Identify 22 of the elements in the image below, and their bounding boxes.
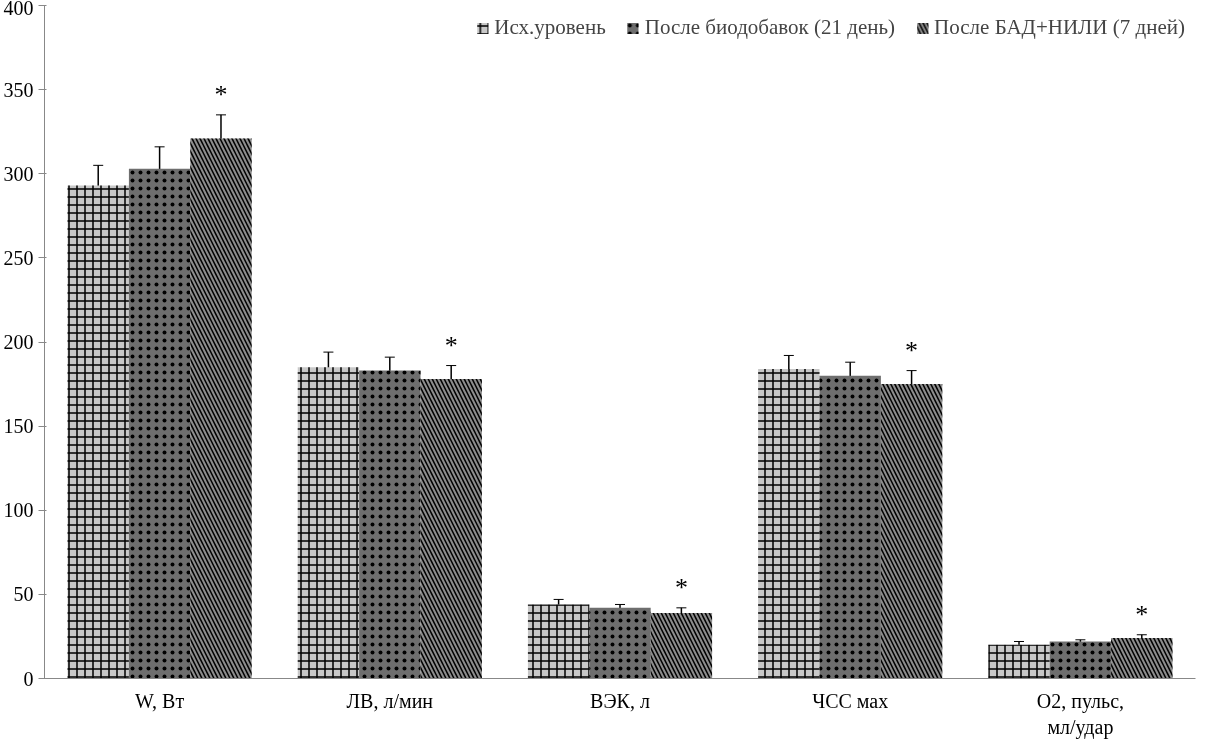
y-tick-label: 250 xyxy=(3,246,34,269)
y-tick-label: 0 xyxy=(23,667,34,690)
annotation: * xyxy=(905,335,919,365)
annotation: * xyxy=(674,572,688,602)
annotation: * xyxy=(1135,599,1149,629)
y-tick-label: 350 xyxy=(3,78,34,101)
y-tick-label: 400 xyxy=(3,0,34,19)
annotation: * xyxy=(444,330,458,360)
y-tick-label: 150 xyxy=(3,415,34,438)
x-tick-label: ЛВ, л/мин xyxy=(346,689,434,712)
y-tick-label: 300 xyxy=(3,162,34,185)
x-tick-label: W, Вт xyxy=(135,689,185,712)
y-tick-label: 50 xyxy=(13,583,34,606)
x-tick-label: ЧСС мах xyxy=(812,689,889,712)
x-tick-label: ВЭК, л xyxy=(590,689,650,712)
legend-label: После БАД+НИЛИ (7 дней) xyxy=(934,15,1185,40)
legend-label: Исх.уровень xyxy=(494,15,606,40)
x-tick-label: O2, пульс, мл/удар xyxy=(1036,689,1125,739)
annotation: * xyxy=(214,79,228,109)
legend-label: После биодобавок (21 день) xyxy=(644,15,896,40)
y-tick-label: 100 xyxy=(3,499,34,522)
y-tick-label: 200 xyxy=(3,331,34,353)
